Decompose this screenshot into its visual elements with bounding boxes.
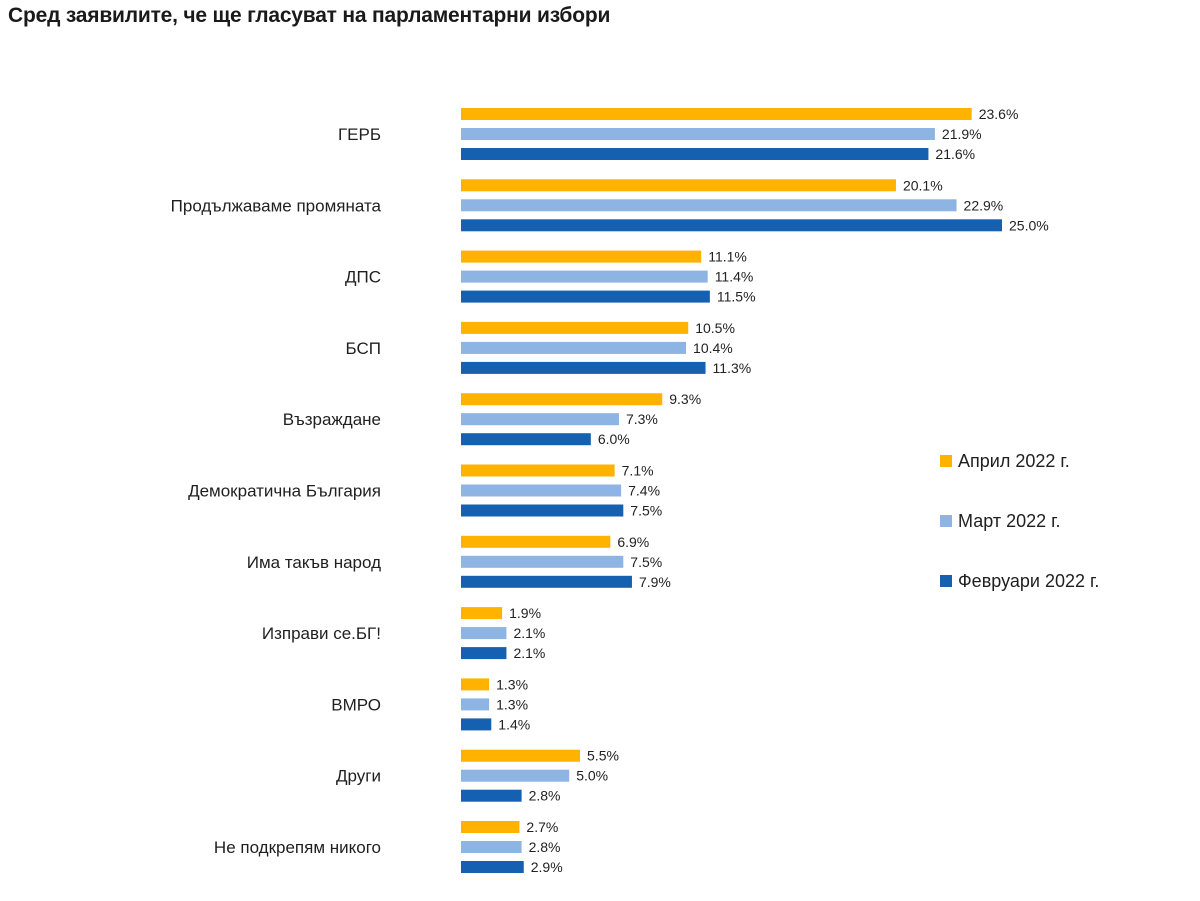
legend-label: Февруари 2022 г. — [958, 571, 1099, 591]
category-label: ГЕРБ — [338, 125, 381, 144]
data-label: 11.5% — [717, 289, 756, 305]
bar-series-1-cat-3 — [461, 250, 702, 263]
category-label: Възраждане — [283, 410, 381, 429]
data-label: 1.3% — [496, 696, 528, 712]
data-label: 7.3% — [626, 411, 658, 427]
bar-series-3-cat-9 — [461, 718, 492, 731]
data-label: 1.9% — [509, 605, 541, 621]
data-label: 2.7% — [526, 819, 558, 835]
data-label: 2.8% — [529, 839, 561, 855]
bar-series-3-cat-8 — [461, 647, 507, 660]
bar-series-1-cat-7 — [461, 535, 611, 548]
data-label: 21.6% — [935, 146, 975, 162]
bar-series-1-cat-11 — [461, 821, 520, 833]
legend-swatch — [940, 575, 952, 587]
category-label: Не подкрепям никого — [214, 838, 381, 857]
data-label: 7.4% — [628, 483, 660, 499]
data-label: 21.9% — [942, 126, 982, 142]
bar-series-1-cat-1 — [461, 108, 972, 120]
bar-series-1-cat-6 — [461, 464, 615, 477]
bar-series-3-cat-5 — [461, 433, 591, 446]
bar-series-3-cat-11 — [461, 861, 524, 873]
bar-series-1-cat-2 — [461, 179, 896, 192]
bar-series-2-cat-5 — [461, 413, 619, 426]
bar-series-3-cat-3 — [461, 290, 710, 303]
data-label: 6.9% — [617, 534, 649, 550]
data-label: 22.9% — [964, 197, 1004, 213]
bar-series-3-cat-4 — [461, 361, 706, 374]
category-label: Има такъв народ — [247, 553, 381, 572]
data-label: 1.4% — [498, 716, 530, 732]
data-label: 5.0% — [576, 768, 608, 784]
bar-series-1-cat-4 — [461, 321, 689, 334]
bar-series-1-cat-8 — [461, 607, 503, 620]
data-label: 2.9% — [531, 859, 563, 875]
category-label: ВМРО — [331, 695, 381, 714]
legend-label: Април 2022 г. — [958, 451, 1070, 471]
bar-series-2-cat-8 — [461, 627, 507, 640]
data-label: 20.1% — [903, 177, 943, 193]
bar-series-2-cat-3 — [461, 270, 708, 283]
bar-series-2-cat-1 — [461, 128, 935, 140]
data-label: 2.1% — [513, 645, 545, 661]
bar-series-2-cat-7 — [461, 555, 624, 568]
bar-series-1-cat-9 — [461, 678, 490, 691]
data-label: 6.0% — [598, 431, 630, 447]
data-label: 1.3% — [496, 676, 528, 692]
bar-series-2-cat-4 — [461, 341, 687, 354]
bar-series-2-cat-10 — [461, 769, 570, 782]
chart-title: Сред заявилите, че ще гласуват на парлам… — [8, 4, 611, 27]
bar-series-2-cat-6 — [461, 484, 622, 497]
category-label: БСП — [346, 339, 381, 358]
category-label: Изправи се.БГ! — [262, 624, 381, 643]
data-label: 7.5% — [630, 554, 662, 570]
data-label: 2.8% — [529, 788, 561, 804]
legend: Април 2022 г. Март 2022 г. Февруари 2022 г… — [940, 451, 1099, 591]
data-label: 10.5% — [695, 320, 735, 336]
category-label: Демократична България — [188, 482, 381, 501]
bar-series-3-cat-7 — [461, 575, 632, 588]
bar-series-3-cat-2 — [461, 219, 1002, 232]
data-label: 11.1% — [708, 249, 747, 265]
bar-series-2-cat-2 — [461, 199, 957, 212]
legend-label: Март 2022 г. — [958, 511, 1060, 531]
bar-series-3-cat-1 — [461, 148, 929, 160]
data-label: 7.9% — [639, 574, 671, 590]
data-label: 5.5% — [587, 748, 619, 764]
bar-series-3-cat-6 — [461, 504, 624, 517]
data-label: 25.0% — [1009, 217, 1049, 233]
legend-swatch — [940, 515, 952, 527]
category-label: Продължаваме промяната — [171, 196, 382, 215]
data-label: 11.4% — [715, 269, 754, 285]
data-label: 2.1% — [513, 625, 545, 641]
data-label: 9.3% — [669, 391, 701, 407]
data-label: 7.5% — [630, 503, 662, 519]
data-label: 10.4% — [693, 340, 733, 356]
category-label: Други — [336, 767, 381, 786]
bar-series-3-cat-10 — [461, 789, 522, 802]
category-label: ДПС — [345, 268, 381, 287]
legend-swatch — [940, 455, 952, 467]
data-label: 7.1% — [622, 463, 654, 479]
bar-series-1-cat-5 — [461, 393, 663, 406]
bars-group: ГЕРБ 23.6% 21.9% 21.6% Продължаваме промянат… — [171, 106, 1049, 875]
data-label: 11.3% — [713, 360, 752, 376]
bar-series-1-cat-10 — [461, 749, 581, 762]
bar-series-2-cat-9 — [461, 698, 490, 711]
data-label: 23.6% — [979, 106, 1019, 122]
bar-series-2-cat-11 — [461, 841, 522, 853]
